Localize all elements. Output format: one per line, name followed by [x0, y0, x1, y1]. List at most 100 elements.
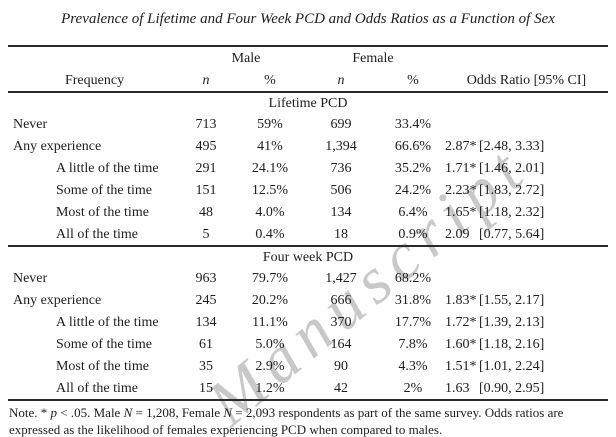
male-pct-cell: 5.0%: [255, 337, 285, 352]
frequency-cell: Any experience: [12, 293, 102, 308]
frequency-header: Frequency: [7, 70, 173, 93]
frequency-cell: Most of the time: [55, 359, 149, 374]
male-pct-cell: 11.1%: [252, 315, 288, 330]
male-n-cell: 35: [198, 359, 213, 374]
note-segment: = 2,093 respondents as part of the same …: [232, 405, 564, 420]
female-pct-cell: 31.8%: [394, 293, 432, 308]
female-group-header: Female: [301, 45, 445, 70]
odds-ratio-value: 2.23*: [445, 183, 477, 198]
page-content: Prevalence of Lifetime and Four Week PCD…: [0, 10, 616, 437]
confidence-interval: [1.01, 2.24]: [479, 359, 545, 374]
female-n-cell: 1,394: [325, 139, 357, 154]
confidence-interval: [1.55, 2.17]: [479, 293, 545, 308]
male-n-cell: 5: [202, 226, 210, 242]
female-n-cell: 506: [330, 183, 352, 198]
note-segment: Note. *: [9, 405, 51, 420]
female-pct-cell: 17.7%: [394, 315, 432, 330]
odds-ratio-cell: 1.65* [1.18, 2.32]: [445, 202, 608, 224]
frequency-cell: Most of the time: [55, 205, 149, 220]
frequency-cell: All of the time: [55, 380, 139, 396]
note-segment: < .05. Male: [57, 405, 124, 420]
odds-ratio-cell: 1.60* [1.18, 2.16]: [445, 334, 608, 356]
female-pct-cell: 24.2%: [394, 183, 432, 198]
table-row: Some of the time 61 5.0% 164 7.8% 1.60* [1.18,…: [8, 334, 608, 356]
section-header-row: Four week PCD: [7, 245, 608, 268]
column-header-row: Frequency n % n % Odds Ratio [95% CI]: [7, 70, 608, 93]
odds-ratio-cell: 1.83* [1.55, 2.17]: [445, 290, 608, 312]
odds-ratio-cell: [445, 268, 608, 290]
female-pct-cell: 68.2%: [394, 271, 432, 286]
odds-ratio-value: 1.51*: [445, 359, 477, 374]
confidence-interval: [0.90, 2.95]: [479, 380, 545, 396]
odds-ratio-value: 1.71*: [445, 161, 477, 176]
odds-ratio-cell: 1.71* [1.46, 2.01]: [445, 158, 608, 180]
male-pct-cell: 20.2%: [251, 293, 289, 308]
table-row: Some of the time 151 12.5% 506 24.2% 2.23* [1.…: [8, 180, 608, 202]
female-pct-cell: 66.6%: [394, 139, 432, 154]
female-n-cell: 90: [334, 359, 348, 374]
confidence-interval: [1.18, 2.16]: [479, 337, 545, 352]
female-pct-header: %: [381, 70, 445, 93]
group-header-row: Male Female: [7, 45, 608, 70]
frequency-cell: Never: [12, 117, 48, 132]
prevalence-table: Male Female Frequency n % n % Odds Ratio…: [7, 45, 608, 401]
odds-ratio-cell: 2.23* [1.83, 2.72]: [445, 180, 608, 202]
odds-ratio-cell: 2.87* [2.48, 3.33]: [445, 136, 608, 158]
odds-ratio-cell: 2.09 [0.77, 5.64]: [445, 224, 608, 246]
female-pct-cell: 35.2%: [394, 161, 432, 176]
odds-ratio-value: 1.83*: [445, 293, 477, 308]
male-pct-cell: 4.0%: [255, 205, 285, 220]
female-pct-cell: 6.4%: [398, 205, 428, 220]
male-pct-cell: 12.5%: [251, 183, 289, 198]
male-n-cell: 495: [195, 139, 217, 154]
female-n-cell: 42: [334, 380, 348, 396]
table-row: All of the time 5 0.4% 18 0.9% 2.09 [0.77, 5.6…: [8, 224, 608, 246]
odds-ratio-value: 1.72*: [445, 315, 477, 330]
table-row: Never 713 59% 699 33.4%: [8, 114, 608, 136]
table-row: Any experience 245 20.2% 666 31.8% 1.83* [1.55…: [8, 290, 608, 312]
female-pct-cell: 0.9%: [398, 226, 428, 242]
female-n-cell: 18: [334, 226, 348, 242]
male-n-cell: 48: [198, 205, 213, 220]
male-n-header: n: [172, 70, 239, 93]
note-segment: N: [123, 405, 133, 420]
table-row: Most of the time 35 2.9% 90 4.3% 1.51* [1.01, …: [8, 356, 608, 378]
odds-ratio-cell: 1.51* [1.01, 2.24]: [445, 356, 608, 378]
table-row: All of the time 15 1.2% 42 2% 1.63 [0.90, 2.95…: [8, 378, 608, 400]
frequency-cell: All of the time: [55, 226, 139, 242]
frequency-cell: A little of the time: [55, 315, 159, 330]
female-pct-cell: 33.4%: [394, 117, 432, 132]
odds-ratio-value: 1.65*: [445, 205, 477, 220]
table-row: A little of the time 291 24.1% 736 35.2% 1.71…: [8, 158, 608, 180]
odds-ratio-cell: 1.63 [0.90, 2.95]: [445, 378, 608, 400]
group-header-spacer: [7, 45, 173, 70]
note-line: Note. * p < .05. Male N = 1,208, Female …: [9, 405, 607, 422]
note-line: expressed as the likelihood of females e…: [9, 422, 607, 437]
male-n-cell: 245: [195, 293, 217, 308]
frequency-cell: Some of the time: [55, 337, 153, 352]
table-row: Never 963 79.7% 1,427 68.2%: [8, 268, 608, 290]
table-title: Prevalence of Lifetime and Four Week PCD…: [61, 11, 555, 27]
female-n-cell: 699: [330, 117, 352, 132]
note-segment: p: [50, 405, 58, 420]
section-header-row: Lifetime PCD: [8, 92, 608, 114]
table-row: Any experience 495 41% 1,394 66.6% 2.87* [2.48…: [8, 136, 608, 158]
female-pct-cell: 7.8%: [398, 337, 428, 352]
male-pct-cell: 0.4%: [255, 226, 285, 242]
female-pct-cell: 4.3%: [398, 359, 428, 374]
frequency-cell: Never: [12, 271, 48, 286]
female-n-cell: 370: [330, 315, 352, 330]
group-header-spacer: [445, 45, 608, 70]
confidence-interval: [2.48, 3.33]: [479, 139, 545, 154]
male-pct-cell: 2.9%: [255, 359, 285, 374]
section-title: Lifetime PCD: [268, 95, 348, 111]
male-pct-cell: 24.1%: [251, 161, 289, 176]
male-n-cell: 61: [198, 337, 213, 352]
female-n-cell: 134: [330, 205, 352, 220]
note-segment: expressed as the likelihood of females e…: [9, 421, 443, 437]
male-n-cell: 291: [195, 161, 217, 176]
table-row: Most of the time 48 4.0% 134 6.4% 1.65* [1.18,…: [8, 202, 608, 224]
note-segment: N: [223, 405, 233, 420]
male-pct-cell: 1.2%: [255, 380, 285, 396]
